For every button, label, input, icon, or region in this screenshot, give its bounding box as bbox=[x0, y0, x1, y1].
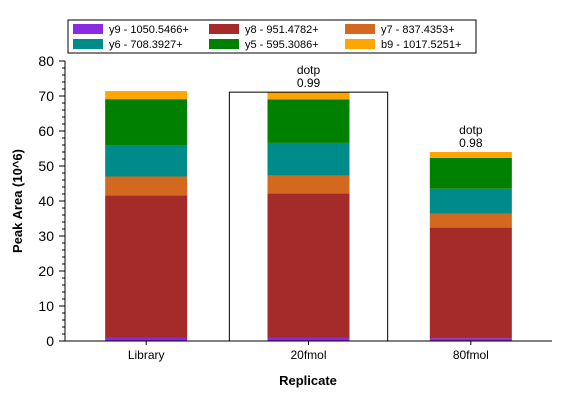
legend-label: y8 - 951.4782+ bbox=[245, 24, 319, 36]
bar-Library-4 bbox=[105, 145, 188, 177]
x-tick-label: Library bbox=[128, 348, 165, 362]
y-tick-label: 0 bbox=[46, 333, 54, 349]
y-tick-label: 10 bbox=[38, 298, 54, 314]
legend-swatch bbox=[73, 24, 103, 34]
bars bbox=[105, 91, 512, 341]
bar-20fmol-6 bbox=[267, 92, 350, 100]
legend-swatch bbox=[209, 39, 239, 49]
bar-Library-6 bbox=[105, 91, 188, 100]
y-tick-label: 70 bbox=[38, 88, 54, 104]
legend: y9 - 1050.5466+ y8 - 951.4782+ y7 - 837.43… bbox=[67, 19, 477, 54]
y-tick-label: 20 bbox=[38, 263, 54, 279]
legend-box bbox=[67, 19, 477, 54]
legend-label: y5 - 595.3086+ bbox=[245, 39, 319, 51]
bar-20fmol-1 bbox=[267, 337, 350, 341]
x-tick-label: 80fmol bbox=[453, 348, 489, 362]
annotation-20fmol: dotp bbox=[297, 63, 321, 77]
legend-swatch bbox=[345, 24, 375, 34]
y-tick-label: 30 bbox=[38, 228, 54, 244]
bar-Library-3 bbox=[105, 176, 188, 196]
bar-80fmol-6 bbox=[429, 152, 512, 158]
bar-80fmol-3 bbox=[429, 213, 512, 228]
bar-80fmol-4 bbox=[429, 188, 512, 214]
bar-20fmol-3 bbox=[267, 175, 350, 194]
legend-swatch bbox=[345, 39, 375, 49]
legend-swatch bbox=[73, 39, 103, 49]
annotation-80fmol: dotp bbox=[459, 123, 483, 137]
bar-80fmol-5 bbox=[429, 157, 512, 189]
bar-Library-5 bbox=[105, 99, 188, 145]
y-tick-label: 40 bbox=[38, 193, 54, 209]
x-axis-title: Replicate bbox=[279, 373, 337, 388]
legend-label: y9 - 1050.5466+ bbox=[109, 24, 189, 36]
legend-label: b9 - 1017.5251+ bbox=[381, 39, 461, 51]
bar-20fmol-2 bbox=[267, 193, 350, 338]
bar-80fmol-2 bbox=[429, 227, 512, 339]
bar-Library-1 bbox=[105, 337, 188, 341]
bar-20fmol-5 bbox=[267, 99, 350, 143]
bar-80fmol-1 bbox=[429, 338, 512, 341]
y-axis-title: Peak Area (10^6) bbox=[10, 149, 25, 253]
axes: 0 10 20 30 40 50 60 70 80 Library 20fmol 80fmol bbox=[38, 53, 552, 362]
legend-label: y6 - 708.3927+ bbox=[109, 39, 183, 51]
bar-20fmol-4 bbox=[267, 142, 350, 176]
x-tick-label: 20fmol bbox=[290, 348, 326, 362]
y-tick-label: 60 bbox=[38, 123, 54, 139]
annotation-20fmol: 0.99 bbox=[297, 76, 321, 90]
y-tick-label: 50 bbox=[38, 158, 54, 174]
bar-Library-2 bbox=[105, 195, 188, 338]
legend-swatch bbox=[209, 24, 239, 34]
legend-label: y7 - 837.4353+ bbox=[381, 24, 455, 36]
annotation-80fmol: 0.98 bbox=[459, 136, 483, 150]
y-tick-label: 80 bbox=[38, 53, 54, 69]
